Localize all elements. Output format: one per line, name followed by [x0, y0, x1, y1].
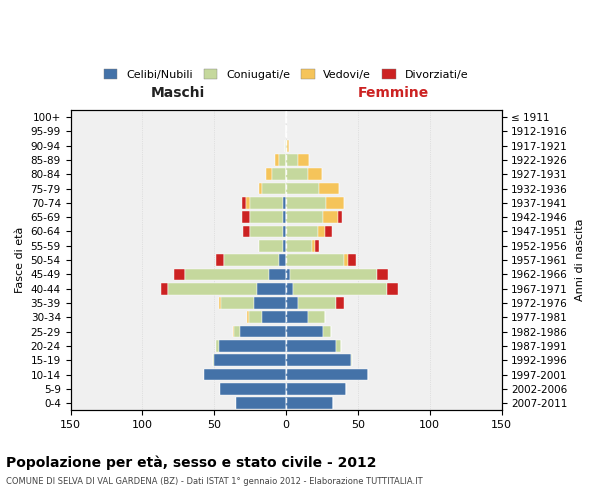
Bar: [312, 240, 315, 252]
Bar: [243, 226, 250, 237]
Bar: [286, 254, 344, 266]
Bar: [308, 312, 325, 323]
Bar: [262, 182, 286, 194]
Bar: [286, 383, 346, 394]
Bar: [266, 168, 272, 180]
Bar: [286, 312, 308, 323]
Bar: [272, 168, 286, 180]
Bar: [290, 268, 377, 280]
Bar: [286, 283, 293, 294]
Bar: [286, 297, 298, 309]
Bar: [286, 197, 326, 208]
Bar: [323, 326, 331, 338]
Bar: [250, 212, 283, 223]
Bar: [174, 268, 185, 280]
Bar: [286, 368, 368, 380]
Bar: [262, 312, 286, 323]
Bar: [240, 326, 286, 338]
Bar: [221, 297, 254, 309]
Bar: [286, 398, 334, 409]
Bar: [247, 312, 248, 323]
Bar: [218, 340, 286, 352]
Bar: [317, 226, 325, 237]
Bar: [348, 254, 356, 266]
Bar: [286, 154, 298, 166]
Bar: [224, 254, 279, 266]
Bar: [319, 182, 339, 194]
Bar: [259, 182, 262, 194]
Bar: [377, 268, 388, 280]
Bar: [286, 182, 319, 194]
Text: Popolazione per età, sesso e stato civile - 2012: Popolazione per età, sesso e stato civil…: [6, 455, 377, 469]
Bar: [323, 212, 338, 223]
Bar: [259, 240, 283, 252]
Bar: [283, 226, 286, 237]
Bar: [286, 268, 290, 280]
Bar: [275, 154, 279, 166]
Bar: [286, 326, 323, 338]
Bar: [308, 168, 322, 180]
Bar: [337, 340, 341, 352]
Bar: [214, 354, 286, 366]
Bar: [315, 240, 319, 252]
Text: Femmine: Femmine: [358, 86, 430, 100]
Bar: [283, 197, 286, 208]
Bar: [298, 154, 309, 166]
Bar: [351, 354, 352, 366]
Bar: [287, 140, 289, 151]
Y-axis label: Anni di nascita: Anni di nascita: [575, 219, 585, 302]
Text: COMUNE DI SELVA DI VAL GARDENA (BZ) - Dati ISTAT 1° gennaio 2012 - Elaborazione : COMUNE DI SELVA DI VAL GARDENA (BZ) - Da…: [6, 478, 422, 486]
Bar: [246, 197, 250, 208]
Bar: [204, 368, 286, 380]
Bar: [283, 240, 286, 252]
Bar: [248, 312, 262, 323]
Bar: [250, 197, 283, 208]
Bar: [233, 326, 235, 338]
Bar: [325, 226, 332, 237]
Bar: [250, 226, 283, 237]
Bar: [286, 240, 312, 252]
Bar: [338, 212, 342, 223]
Text: Maschi: Maschi: [151, 86, 205, 100]
Bar: [293, 283, 386, 294]
Bar: [337, 297, 344, 309]
Bar: [185, 268, 269, 280]
Bar: [344, 254, 348, 266]
Bar: [257, 283, 286, 294]
Bar: [213, 354, 214, 366]
Bar: [279, 154, 286, 166]
Bar: [286, 354, 351, 366]
Bar: [220, 383, 286, 394]
Bar: [269, 268, 286, 280]
Bar: [286, 212, 323, 223]
Bar: [215, 254, 224, 266]
Bar: [215, 340, 218, 352]
Bar: [286, 340, 337, 352]
Bar: [242, 197, 246, 208]
Bar: [286, 140, 287, 151]
Bar: [161, 283, 168, 294]
Bar: [235, 326, 240, 338]
Legend: Celibi/Nubili, Coniugati/e, Vedovi/e, Divorziati/e: Celibi/Nubili, Coniugati/e, Vedovi/e, Di…: [100, 64, 473, 84]
Bar: [236, 398, 286, 409]
Bar: [286, 226, 317, 237]
Bar: [168, 283, 257, 294]
Bar: [298, 297, 337, 309]
Bar: [386, 283, 398, 294]
Bar: [242, 212, 250, 223]
Bar: [254, 297, 286, 309]
Bar: [326, 197, 344, 208]
Y-axis label: Fasce di età: Fasce di età: [15, 227, 25, 294]
Bar: [286, 168, 308, 180]
Bar: [279, 254, 286, 266]
Bar: [218, 297, 221, 309]
Bar: [283, 212, 286, 223]
Bar: [284, 140, 286, 151]
